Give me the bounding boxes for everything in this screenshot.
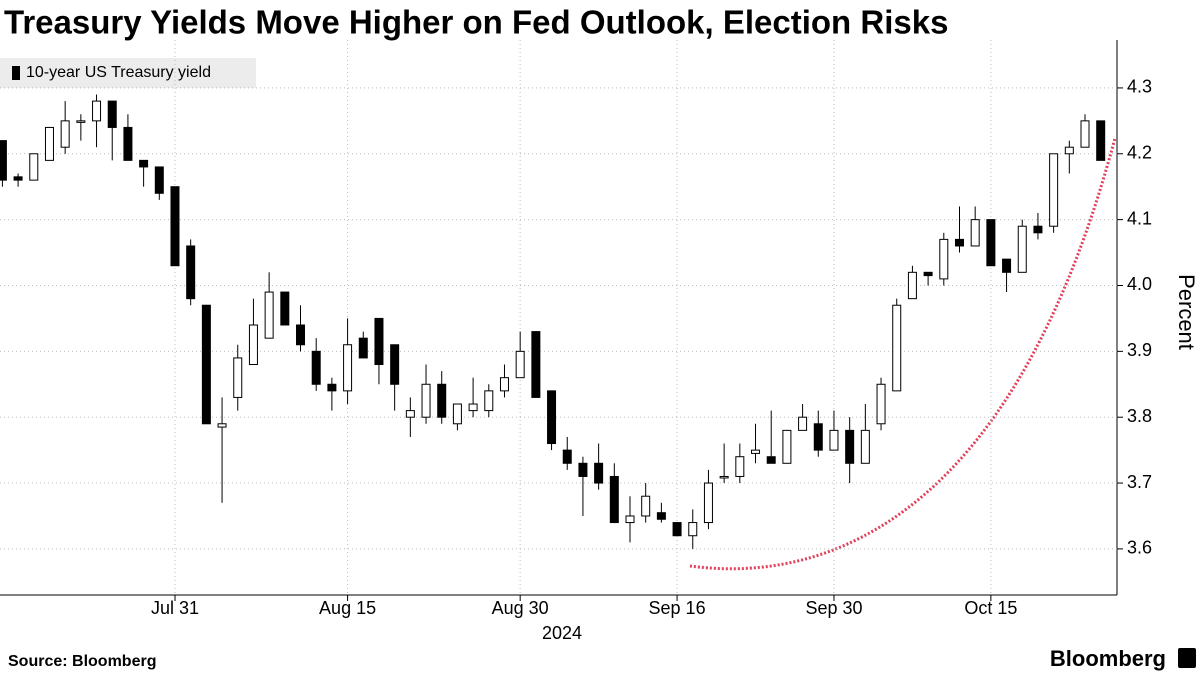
- candle-body: [343, 344, 353, 392]
- candle-body: [719, 475, 729, 479]
- candle-body: [860, 429, 870, 464]
- candle-body: [1033, 225, 1043, 234]
- y-tick-label: 3.9: [1127, 340, 1152, 360]
- candle-body: [248, 324, 258, 366]
- legend-marker: [12, 66, 20, 80]
- candle-body: [139, 159, 149, 168]
- y-tick-label: 3.7: [1127, 472, 1152, 492]
- candle-body: [954, 238, 964, 247]
- candle-body: [170, 186, 180, 267]
- candle-body: [452, 403, 462, 425]
- chart-title: Treasury Yields Move Higher on Fed Outlo…: [4, 4, 948, 41]
- y-tick-label: 4.3: [1127, 77, 1152, 97]
- candle-body: [782, 429, 792, 464]
- candle-body: [374, 317, 384, 366]
- logo: Bloomberg: [1050, 646, 1166, 671]
- candle-body: [766, 456, 776, 464]
- candle-body: [876, 383, 886, 425]
- candle-body: [1064, 146, 1074, 155]
- y-tick-label: 4.0: [1127, 274, 1152, 294]
- candle-body: [547, 390, 557, 445]
- candle-body: [217, 423, 227, 428]
- x-tick-label: Sep 16: [649, 598, 706, 618]
- candle-body: [751, 449, 761, 454]
- candle-body: [1096, 120, 1106, 161]
- candle-body: [970, 219, 980, 247]
- candle-body: [390, 344, 400, 385]
- x-tick-label: Oct 15: [964, 598, 1017, 618]
- candle-body: [625, 515, 635, 524]
- candle-body: [437, 383, 447, 418]
- candle-body: [688, 522, 698, 537]
- candle-body: [107, 100, 117, 128]
- candle-body: [845, 429, 855, 464]
- y-tick-label: 3.6: [1127, 538, 1152, 558]
- candle-body: [201, 304, 211, 425]
- candle-body: [76, 120, 86, 123]
- candle-body: [29, 153, 39, 181]
- candle-body: [703, 482, 713, 524]
- candle-body: [186, 245, 196, 300]
- candle-body: [264, 291, 274, 339]
- candle-body: [609, 475, 619, 524]
- candle-body: [672, 522, 682, 537]
- logo-icon: [1178, 648, 1196, 668]
- candle-body: [923, 271, 933, 277]
- candle-body: [813, 423, 823, 451]
- x-tick-label: Aug 15: [319, 598, 376, 618]
- candle-body: [296, 324, 306, 346]
- candle-body: [92, 100, 102, 122]
- candle-body: [562, 449, 572, 464]
- candle-body: [280, 291, 290, 326]
- x-sublabel: 2024: [542, 623, 582, 643]
- candle-body: [531, 331, 541, 398]
- y-tick-label: 4.1: [1127, 208, 1152, 228]
- candle-body: [154, 166, 164, 194]
- candle-body: [578, 462, 588, 477]
- candle-body: [829, 429, 839, 451]
- candle-body: [907, 271, 917, 300]
- candle-body: [44, 126, 54, 161]
- legend-label: 10-year US Treasury yield: [26, 64, 211, 81]
- x-tick-label: Jul 31: [151, 598, 199, 618]
- candle-body: [13, 176, 23, 181]
- candle-body: [735, 456, 745, 477]
- candle-body: [1080, 120, 1090, 148]
- candle-body: [515, 350, 525, 379]
- candle-body: [468, 403, 478, 412]
- candle-body: [939, 238, 949, 280]
- candle-body: [233, 357, 243, 398]
- candle-body: [484, 390, 494, 412]
- candle-body: [1017, 225, 1027, 273]
- candle-body: [499, 377, 509, 392]
- candle-body: [656, 512, 666, 520]
- trend-curve: [689, 137, 1117, 571]
- candle-body: [798, 416, 808, 431]
- y-tick-label: 4.2: [1127, 143, 1152, 163]
- candle-body: [60, 120, 70, 148]
- x-tick-label: Sep 30: [805, 598, 862, 618]
- candle-body: [123, 126, 133, 161]
- candle-body: [594, 462, 604, 484]
- candle-body: [892, 304, 902, 392]
- candle-body: [421, 383, 431, 418]
- candle-body: [641, 495, 651, 517]
- candle-body: [1002, 258, 1012, 273]
- candle-body: [1049, 153, 1059, 227]
- y-axis-label: Percent: [1174, 274, 1199, 350]
- candle-body: [311, 350, 321, 385]
- legend-box: [0, 58, 256, 88]
- candle-body: [327, 383, 337, 392]
- candle-body: [0, 140, 7, 181]
- candle-body: [405, 410, 415, 418]
- source: Source: Bloomberg: [8, 653, 156, 670]
- y-tick-label: 3.8: [1127, 406, 1152, 426]
- x-tick-label: Aug 30: [492, 598, 549, 618]
- candle-body: [986, 219, 996, 267]
- candle-body: [358, 337, 368, 359]
